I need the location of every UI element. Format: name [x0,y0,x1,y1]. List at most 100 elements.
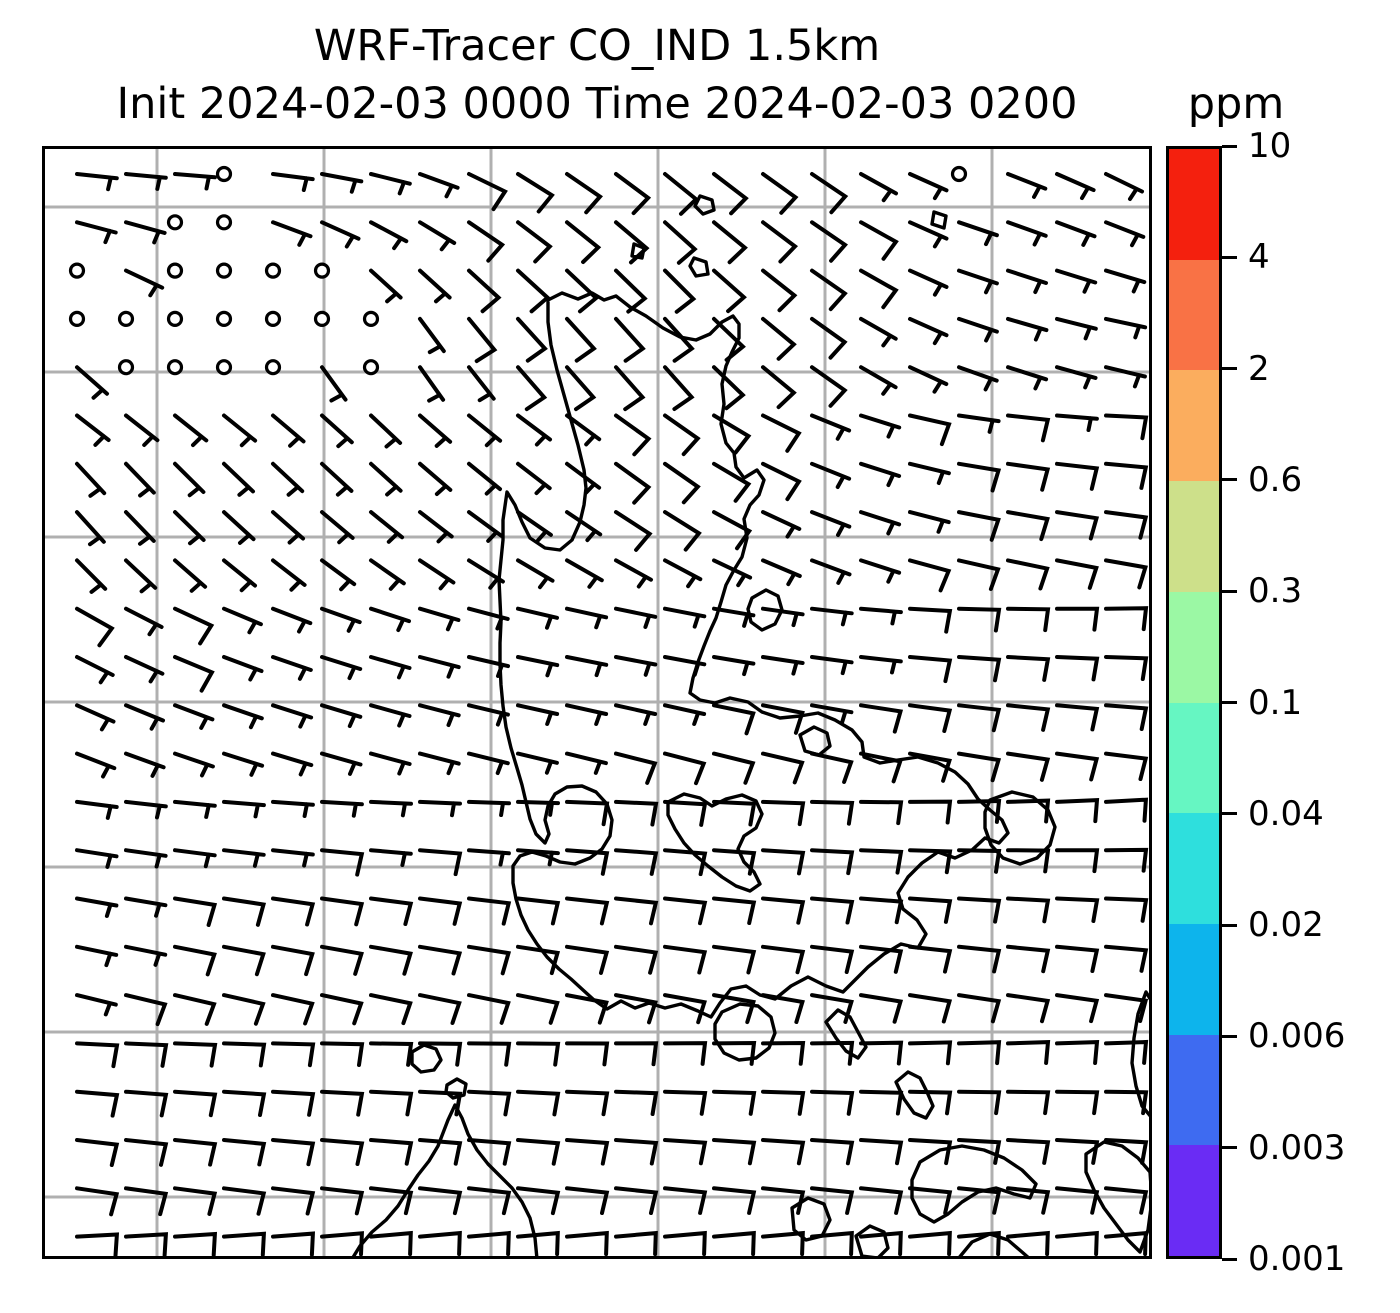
wind-barb [1104,510,1149,540]
coastline-path [894,1070,935,1120]
wind-barb [614,848,659,876]
wind-barb [222,655,264,682]
wind-barb [908,558,952,593]
wind-barb [957,1186,1002,1215]
wind-barb [565,413,602,447]
wind-barb [418,413,453,448]
wind-barb [810,1186,855,1215]
wind-barb [124,1089,169,1118]
wind-barb [418,655,461,679]
wind-barb [810,461,852,489]
wind-barb [908,316,949,346]
wind-barb [418,268,452,304]
wind-barb [75,703,116,732]
wind-barb [467,1138,512,1166]
wind-barb [761,365,797,410]
wind-barb [271,461,305,497]
wind-barb [761,896,806,925]
wind-barb [1104,558,1148,590]
wind-barb [271,172,315,192]
coastline-path [410,1043,443,1074]
wind-barb [810,703,854,725]
wind-barb [712,896,757,925]
wind-barb [75,1089,120,1118]
wind-barb [418,1089,463,1117]
wind-barb [908,1230,952,1257]
wind-barb [957,316,999,343]
wind-barb [1006,510,1050,542]
calm-wind-marker [264,359,282,376]
wind-barb [467,1041,512,1067]
wind-barb [516,461,552,496]
wind-barb [663,316,695,363]
wind-barb [614,461,652,505]
wind-barb [859,1040,904,1066]
wind-barb [124,268,165,298]
wind-barb [1104,944,1149,973]
wind-barb [1055,172,1096,200]
wind-barb [663,944,708,975]
wind-barb [957,993,1002,1024]
wind-barb [663,1186,708,1215]
wind-barb [810,944,855,974]
wind-barb [859,606,903,626]
wind-barb [271,1231,316,1257]
wind-barb [565,1089,610,1117]
wind-barb [1006,944,1051,974]
calm-wind-marker [215,165,233,183]
colorbar-tick [1222,701,1237,704]
wind-barb [908,172,949,201]
wind-barb [565,510,603,543]
calm-wind-marker [68,262,86,279]
wind-barb [467,510,504,543]
wind-barb [663,655,707,677]
wind-barb [516,220,553,264]
wind-barb [957,655,1002,683]
wind-barb [565,944,610,975]
wind-barb [222,944,266,977]
wind-barb [369,896,414,926]
wind-barb [271,993,315,1026]
wind-barb [614,220,650,265]
wind-barb [418,848,463,877]
colorbar-tick [1222,1257,1237,1261]
wind-barb [1055,1040,1100,1065]
wind-barb [957,365,999,392]
wind-barb [1104,268,1147,294]
wind-barb [418,365,446,403]
calm-wind-marker [950,165,968,183]
wind-barb [810,510,852,537]
wind-barb [516,413,552,447]
wind-barb [565,1186,610,1215]
calm-wind-marker [215,359,233,376]
wind-barb [761,1186,806,1215]
wind-barb [1055,606,1100,632]
wind-barb [614,751,658,785]
wind-barb [516,751,559,775]
wind-barb [663,268,697,314]
wind-barb [810,896,855,925]
wind-barb [467,606,510,631]
wind-barb [1104,703,1149,731]
wind-barb [173,606,215,646]
wind-barb [859,896,904,925]
wind-barb [320,413,354,449]
wind-barb [761,848,806,876]
wind-barb [369,993,413,1026]
wind-barb-layer [68,165,1149,1258]
wind-barb [859,172,898,203]
wind-barb [1055,848,1100,874]
wind-barb [320,172,364,194]
wind-barb [663,1230,707,1257]
wind-barb [1055,461,1100,491]
wind-barb [761,268,798,313]
wind-barb [222,461,255,497]
wind-barb [418,1041,463,1067]
wind-barb [467,993,511,1025]
wind-barb [222,558,257,593]
wind-barb [369,1186,414,1216]
wind-barb [1104,461,1149,490]
colorbar-segment [1169,1145,1219,1257]
wind-barb [663,510,702,552]
wind-barb [957,268,999,295]
